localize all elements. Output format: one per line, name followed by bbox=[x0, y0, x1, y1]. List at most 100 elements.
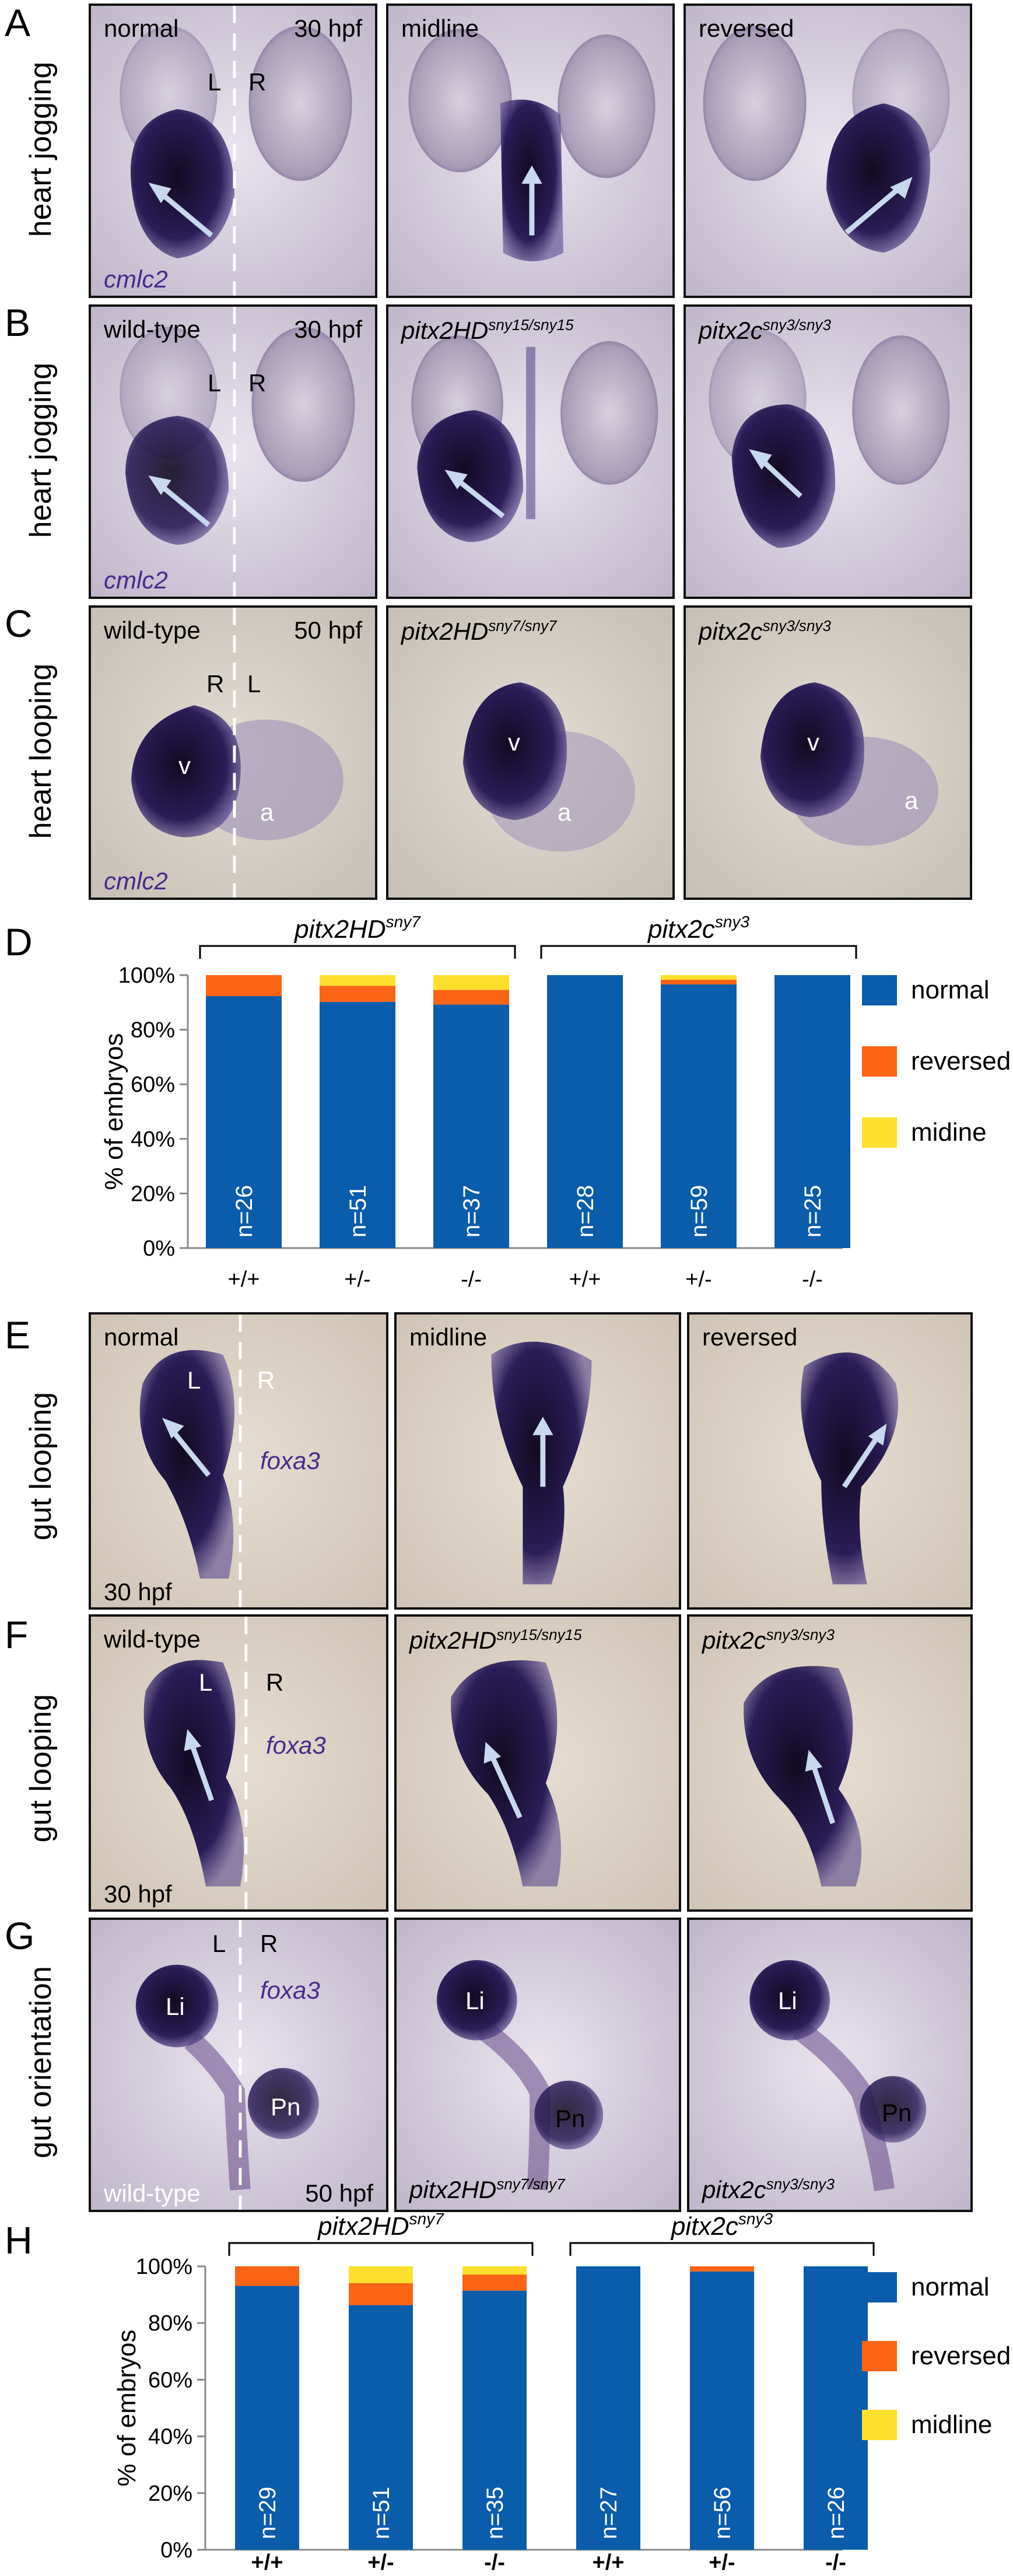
image-a-midline: midline bbox=[386, 3, 675, 298]
group-bracket bbox=[228, 2242, 534, 2256]
panel-letter-c: C bbox=[5, 602, 33, 645]
category-label: +/+ bbox=[251, 2550, 283, 2575]
n-label: n=26 bbox=[823, 2487, 849, 2539]
image-a-reversed: reversed bbox=[683, 3, 972, 298]
group-label: pitx2HDsny7 bbox=[293, 913, 421, 944]
group-bracket bbox=[540, 945, 857, 959]
image-e-normal: normal L R foxa3 30 hpf bbox=[89, 1312, 388, 1610]
n-label: n=59 bbox=[686, 1185, 712, 1238]
label-reversed: reversed bbox=[699, 15, 794, 42]
label-ventricle: v bbox=[508, 728, 520, 756]
row-label-b: heart jogging bbox=[24, 362, 58, 538]
label-probe: foxa3 bbox=[260, 1976, 320, 2004]
category-label: +/- bbox=[709, 2550, 735, 2575]
label-genotype: pitx2csny3/sny3 bbox=[702, 2175, 835, 2203]
panel-letter-g: G bbox=[5, 1914, 35, 1957]
group-label: pitx2csny3 bbox=[647, 913, 750, 944]
chart-d: 0% 20% 40% 60% 80% 100% % of embryos n=26 +/+ n=5… bbox=[0, 910, 1013, 1306]
n-label: n=56 bbox=[710, 2487, 735, 2539]
y-tick-label: 100% bbox=[136, 2255, 192, 2279]
legend-label: reversed bbox=[911, 2342, 1011, 2370]
y-tick-label: 20% bbox=[131, 1182, 175, 1206]
label-right: R bbox=[260, 1930, 278, 1957]
row-label-e: gut looping bbox=[24, 1392, 58, 1541]
bar-reversed bbox=[661, 979, 737, 984]
label-right: R bbox=[206, 670, 225, 698]
y-tick-label: 100% bbox=[118, 963, 175, 988]
image-f-wild-type: wild-type L R foxa3 30 hpf bbox=[89, 1614, 388, 1912]
n-label: n=51 bbox=[369, 2487, 394, 2539]
panel-letter-b: B bbox=[5, 301, 31, 344]
panel-letter-h: H bbox=[5, 2218, 33, 2262]
bar-normal bbox=[433, 1004, 509, 1248]
row-label-a: heart jogging bbox=[24, 61, 58, 237]
row-label-c: heart looping bbox=[24, 663, 58, 839]
label-left: L bbox=[199, 1669, 213, 1696]
label-pancreas: Pn bbox=[882, 2099, 912, 2126]
image-g-wild-type: L R foxa3 Li Pn wild-type 50 hpf bbox=[89, 1918, 388, 2212]
label-right: R bbox=[248, 369, 267, 397]
legend-label: reversed bbox=[911, 1047, 1011, 1075]
bar-normal bbox=[320, 1001, 395, 1248]
label-stage: 50 hpf bbox=[294, 616, 362, 644]
label-stage: 50 hpf bbox=[305, 2179, 373, 2207]
label-left: L bbox=[212, 1930, 226, 1957]
label-probe: cmlc2 bbox=[104, 867, 168, 895]
legend-swatch bbox=[862, 1046, 897, 1077]
image-a-normal: normal 30 hpf L R cmlc2 bbox=[89, 3, 377, 298]
label-normal: normal bbox=[104, 15, 179, 42]
bar-normal bbox=[576, 2266, 640, 2550]
label-pancreas: Pn bbox=[555, 2105, 586, 2132]
legend-label: midine bbox=[911, 1118, 987, 1147]
label-stage: 30 hpf bbox=[104, 1880, 172, 1908]
legend-swatch bbox=[862, 975, 897, 1005]
label-right: R bbox=[257, 1366, 275, 1394]
label-atrium: a bbox=[905, 787, 919, 814]
image-b-pitx2hd-mutant: pitx2HDsny15/sny15 bbox=[386, 304, 675, 599]
label-right: R bbox=[266, 1669, 284, 1696]
category-label: -/- bbox=[825, 2550, 846, 2575]
image-e-midline: midline bbox=[394, 1312, 681, 1610]
chart-d-svg: 0% 20% 40% 60% 80% 100% % of embryos n=26 +/+ n=5… bbox=[100, 913, 1011, 1292]
bar-midine bbox=[320, 975, 395, 986]
label-probe: foxa3 bbox=[260, 1447, 320, 1474]
bar-normal bbox=[661, 984, 737, 1248]
label-genotype: pitx2csny3/sny3 bbox=[699, 316, 831, 344]
y-tick-label: 20% bbox=[148, 2482, 192, 2506]
bar-normal bbox=[547, 975, 623, 1248]
n-label: n=26 bbox=[232, 1185, 257, 1238]
label-midline: midline bbox=[401, 15, 479, 42]
image-c-pitx2hd-mutant: pitx2HDsny7/sny7 v a bbox=[386, 605, 675, 900]
n-label: n=25 bbox=[800, 1185, 826, 1238]
bar-normal bbox=[690, 2271, 754, 2550]
panel-letter-e: E bbox=[5, 1313, 31, 1357]
label-genotype: pitx2csny3/sny3 bbox=[699, 617, 831, 645]
bar-midline bbox=[349, 2266, 413, 2283]
bar-reversed bbox=[235, 2266, 299, 2286]
group-bracket bbox=[569, 2242, 875, 2256]
bar-normal bbox=[462, 2290, 527, 2550]
bar-reversed bbox=[433, 990, 509, 1005]
label-probe: cmlc2 bbox=[104, 566, 168, 594]
label-left: L bbox=[208, 369, 222, 397]
y-tick-label: 40% bbox=[148, 2425, 192, 2449]
bar-reversed bbox=[320, 986, 395, 1002]
n-label: n=51 bbox=[345, 1185, 371, 1238]
category-label: -/- bbox=[484, 2550, 505, 2575]
n-label: n=29 bbox=[255, 2487, 281, 2539]
image-f-pitx2hd-mutant: pitx2HDsny15/sny15 bbox=[394, 1614, 681, 1912]
y-axis-label: % of embryos bbox=[100, 1033, 128, 1190]
y-tick-label: 80% bbox=[131, 1018, 175, 1043]
category-label: +/+ bbox=[569, 1267, 601, 1292]
n-label: n=37 bbox=[459, 1185, 485, 1238]
n-label: n=35 bbox=[482, 2487, 508, 2539]
label-genotype: pitx2HDsny7/sny7 bbox=[409, 2175, 565, 2203]
category-label: +/- bbox=[685, 1267, 711, 1292]
bar-reversed bbox=[462, 2274, 527, 2291]
label-ventricle: v bbox=[807, 728, 819, 756]
panel-letter-d: D bbox=[5, 920, 33, 963]
label-genotype: pitx2HDsny7/sny7 bbox=[401, 617, 557, 645]
image-f-pitx2c-mutant: pitx2csny3/sny3 bbox=[687, 1614, 973, 1912]
y-tick-label: 40% bbox=[131, 1127, 175, 1152]
label-wild-type: wild-type bbox=[104, 2179, 201, 2207]
